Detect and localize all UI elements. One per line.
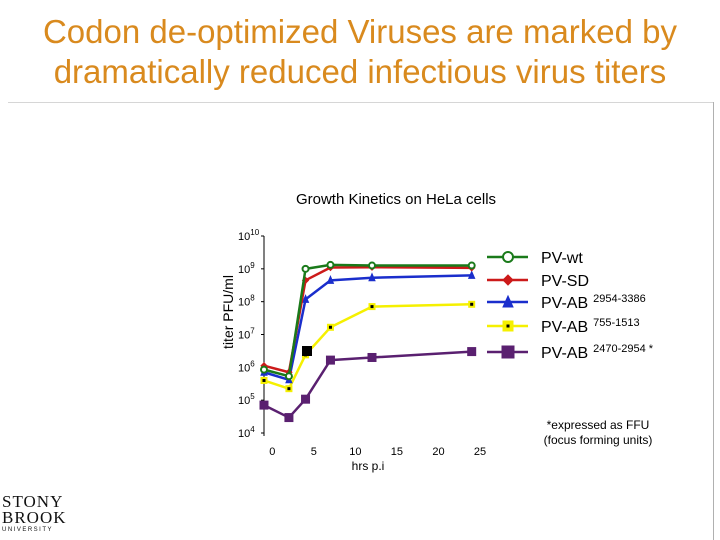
data-point-series-3-center	[262, 378, 266, 382]
logo-word-university: UNIVERSITY	[2, 527, 54, 533]
x-tick-label: 25	[474, 446, 486, 458]
x-tick-label: 10	[349, 446, 361, 458]
legend-marker	[501, 345, 515, 359]
legend-marker	[502, 274, 514, 286]
data-point-series-3-center	[470, 302, 474, 306]
data-point-series-0	[467, 261, 476, 270]
y-tick-label: 109	[238, 261, 255, 276]
annotation-text: (focus forming units)	[544, 433, 653, 447]
y-tick-label: 105	[238, 392, 255, 407]
x-axis-label: hrs p.i	[352, 459, 385, 473]
content-frame-top-rule	[8, 102, 713, 103]
x-tick-label: 0	[269, 446, 275, 458]
data-point-series-2	[301, 294, 310, 303]
slide-title: Codon de-optimized Viruses are marked by…	[0, 12, 720, 92]
legend-label: PV-AB 755-1513	[541, 317, 640, 336]
data-point-series-0	[260, 365, 268, 374]
data-point-series-2	[368, 272, 376, 282]
data-point-series-0	[368, 261, 376, 270]
series-line-3	[263, 303, 472, 390]
legend-marker	[502, 294, 514, 308]
data-point-series-4	[367, 352, 377, 362]
data-point-series-0	[301, 264, 310, 273]
data-point-series-3-center	[328, 325, 332, 329]
legend-label: PV-SD	[541, 273, 589, 290]
data-point-series-4	[325, 355, 335, 365]
logo-word-brook: BROOK	[2, 508, 67, 527]
y-tick-label: 104	[238, 425, 255, 440]
data-point-series-4	[467, 347, 477, 357]
y-tick-label: 106	[238, 359, 255, 374]
content-frame-right-rule	[713, 102, 714, 540]
x-tick-label: 15	[391, 446, 403, 458]
legend-marker	[502, 251, 514, 263]
series-line-2	[263, 274, 472, 382]
logo-word-stony: STONY	[2, 492, 64, 511]
data-point-series-3-center	[287, 387, 291, 391]
y-tick-label: 1010	[238, 228, 260, 243]
data-point-series-4	[259, 400, 269, 410]
series-line-1	[263, 265, 472, 374]
data-point-series-0	[326, 260, 335, 269]
data-point-series-4	[301, 394, 311, 404]
legend-label: PV-wt	[541, 250, 583, 267]
data-point-series-2	[326, 275, 335, 284]
annotation-text: *expressed as FFU	[547, 418, 650, 432]
data-point-series-2	[467, 270, 476, 279]
slide-title-line-2: dramatically reduced infectious virus ti…	[53, 53, 667, 90]
slide-title-line-1: Codon de-optimized Viruses are marked by	[42, 13, 678, 50]
chart-title: Growth Kinetics on HeLa cells	[296, 191, 496, 208]
legend-label: PV-AB 2470-2954 *	[541, 343, 654, 362]
y-tick-label: 108	[238, 294, 255, 309]
stony-brook-logo: STONY BROOK UNIVERSITY	[2, 492, 68, 540]
legend-marker-center	[506, 324, 510, 328]
data-point-series-3-center	[370, 305, 374, 309]
data-point-series-0	[284, 372, 293, 381]
annotation-marker	[302, 346, 312, 356]
x-tick-label: 20	[432, 446, 444, 458]
series-line-0	[263, 263, 472, 378]
x-tick-label: 5	[311, 446, 317, 458]
y-tick-label: 107	[238, 327, 255, 342]
y-axis-label: titer PFU/ml	[220, 275, 236, 349]
legend-label: PV-AB 2954-3386	[541, 293, 646, 312]
data-point-series-4	[284, 413, 294, 423]
